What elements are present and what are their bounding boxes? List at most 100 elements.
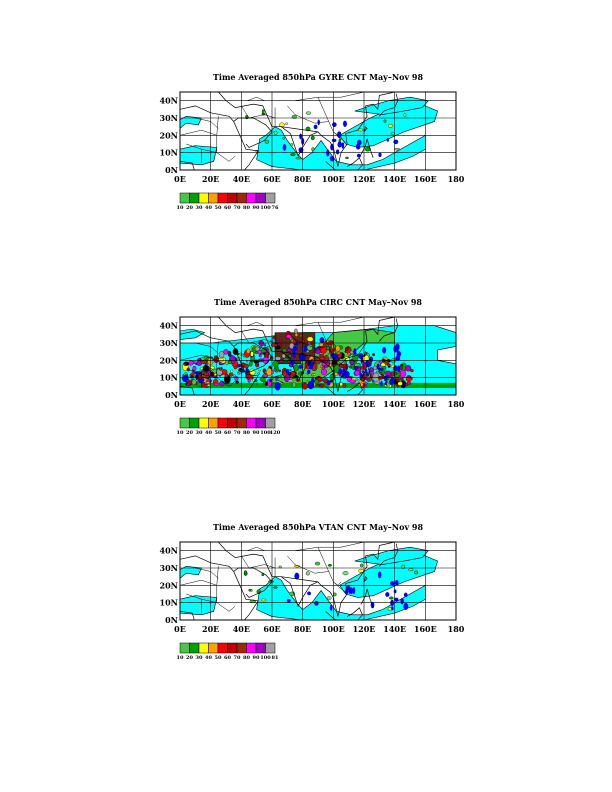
x-tick-label: 60E <box>263 624 280 634</box>
y-tick-label: 0N <box>165 390 178 400</box>
x-tick-label: 100E <box>322 174 345 184</box>
colorbar-swatch <box>208 192 219 204</box>
x-tick-label: 80E <box>294 624 311 634</box>
storm-mark <box>391 606 394 611</box>
storm-mark <box>356 153 361 158</box>
contour-cell <box>224 373 229 378</box>
storm-mark <box>292 350 296 358</box>
coastline <box>280 576 319 608</box>
storm-mark <box>282 143 287 151</box>
x-tick-label: 40E <box>233 399 250 409</box>
map-frame <box>179 541 457 621</box>
colorbar-swatch <box>236 642 247 654</box>
contour-cell <box>239 352 243 356</box>
country-border <box>216 566 219 586</box>
storm-mark <box>335 354 339 358</box>
contour-cell <box>318 342 324 347</box>
contour-cell <box>372 353 375 357</box>
storm-mark <box>326 380 331 386</box>
contour-cell <box>373 365 378 370</box>
colorbar-swatch <box>198 192 209 204</box>
contour-cell <box>255 362 260 368</box>
country-border <box>287 555 329 574</box>
contour-cell <box>288 354 292 358</box>
contour-cell <box>314 561 321 566</box>
colorbar-label: 10 <box>177 205 184 211</box>
colorbar-swatch <box>179 192 190 204</box>
contour-cell <box>336 351 341 355</box>
x-tick-label: 80E <box>294 399 311 409</box>
contour-cell <box>287 379 294 383</box>
shaded-region <box>256 576 426 620</box>
coastline <box>346 382 363 395</box>
storm-mark <box>369 356 374 363</box>
contour-cell <box>278 369 281 373</box>
storm-mark <box>393 589 397 594</box>
contour-cell <box>349 350 354 355</box>
coastline <box>218 92 395 167</box>
contour-cell <box>252 378 255 382</box>
y-tick-label: 20N <box>160 580 178 590</box>
colorbar-swatch <box>217 192 228 204</box>
contour-cell <box>345 156 349 159</box>
storm-mark <box>311 377 315 384</box>
colorbar-label: 76 <box>272 205 279 211</box>
contour-cell <box>269 378 272 383</box>
colorbar-label: 80 <box>243 205 250 211</box>
colorbar-label: 40 <box>205 205 212 211</box>
contour-cell <box>311 373 314 377</box>
contour-cell <box>292 381 297 388</box>
x-tick-label: 100E <box>322 399 345 409</box>
coastline <box>180 105 259 170</box>
storm-mark <box>343 120 347 127</box>
colorbar-swatch <box>208 417 219 429</box>
x-tick-label: 180 <box>448 399 465 409</box>
contour-cell <box>301 339 305 343</box>
contour-cell <box>335 345 341 352</box>
contour-cell <box>355 378 359 381</box>
contour-cell <box>275 378 278 381</box>
contour-cell <box>203 372 210 379</box>
storm-mark <box>380 367 384 372</box>
coastline <box>379 543 399 567</box>
map-title: Time Averaged 850hPa GYRE CNT May–Nov 98 <box>213 72 424 82</box>
contour-cell <box>312 351 315 354</box>
contour-cell <box>414 570 419 575</box>
y-tick-label: 20N <box>160 355 178 365</box>
map-panel-circ: Time Averaged 850hPa CIRC CNT May–Nov 98… <box>160 297 465 436</box>
contour-cell <box>361 370 364 374</box>
colorbar-label: 50 <box>215 655 222 661</box>
x-tick-label: 120E <box>353 624 376 634</box>
country-border <box>216 341 219 361</box>
storm-mark <box>346 584 350 590</box>
storm-mark <box>307 369 311 374</box>
map-frame <box>179 91 457 171</box>
contour-cell <box>228 372 234 377</box>
contour-cell <box>263 344 267 347</box>
contour-cell <box>349 359 355 365</box>
contour-cell <box>383 119 387 123</box>
y-tick-label: 0N <box>165 165 178 175</box>
x-tick-label: 140E <box>383 399 406 409</box>
storm-mark <box>309 364 313 368</box>
contour-cell <box>311 147 315 152</box>
colorbar-swatch <box>255 192 266 204</box>
contour-cell <box>197 374 203 380</box>
storm-mark <box>393 139 399 145</box>
y-tick-label: 10N <box>160 598 178 608</box>
contour-cell <box>393 148 401 151</box>
colorbar-label: 80 <box>243 430 250 436</box>
contour-cell <box>225 361 229 366</box>
colorbar-label: 30 <box>196 430 203 436</box>
storm-mark <box>337 141 343 148</box>
contour-cell <box>218 368 222 371</box>
colorbar-label: 90 <box>253 655 260 661</box>
contour-cell <box>272 360 279 368</box>
contour-cell <box>326 596 332 600</box>
colorbar-label: 81 <box>272 655 279 661</box>
country-border <box>248 564 276 569</box>
storm-mark <box>400 597 404 605</box>
contour-cell <box>364 384 368 388</box>
x-tick-label: 0E <box>174 399 186 409</box>
